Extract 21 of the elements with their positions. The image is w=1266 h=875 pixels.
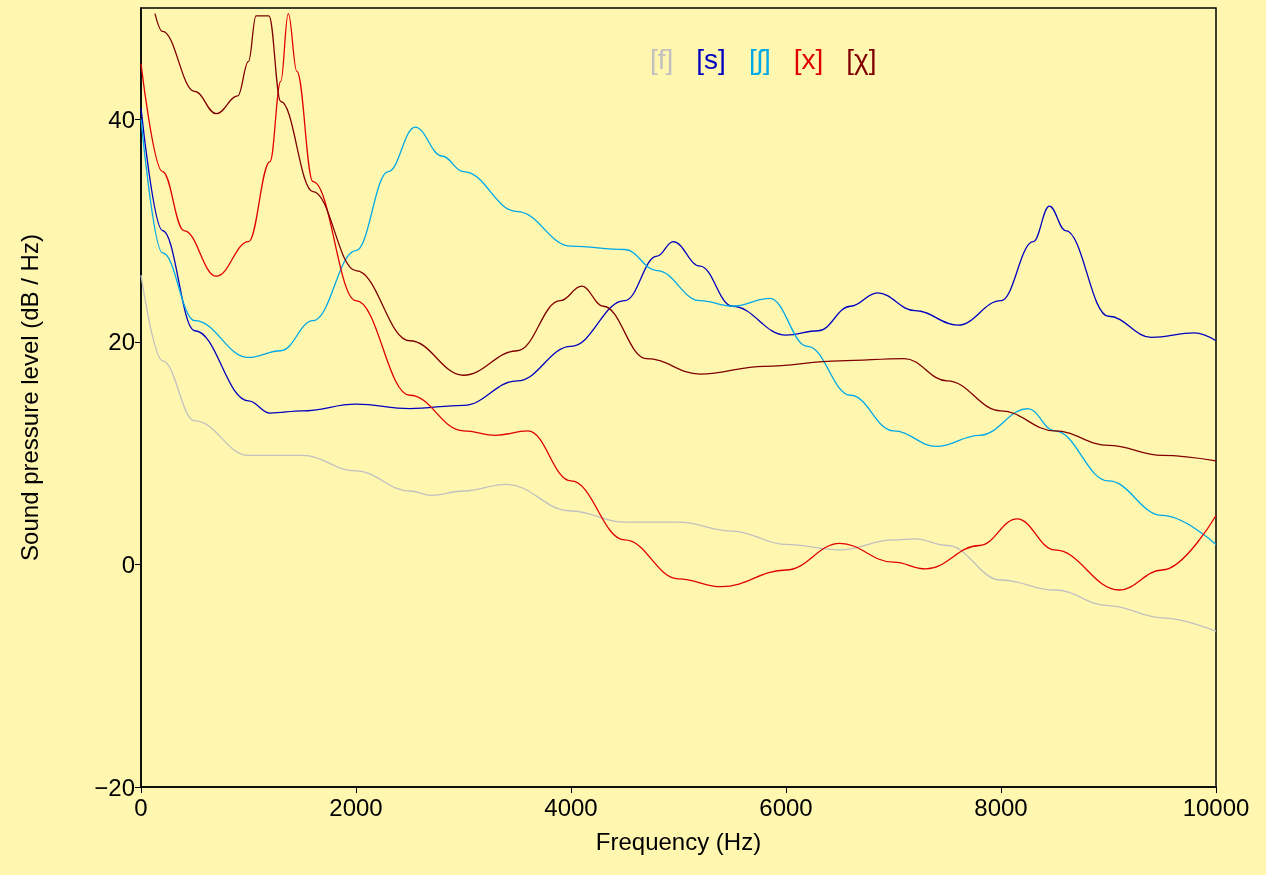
y-tick-label: 0 [121,550,135,578]
y-tick-label: 20 [108,328,135,356]
line-series [154,12,1217,462]
text: [s] [696,43,726,75]
line-series [140,12,1217,591]
text: [x] [793,43,824,75]
x-tick-label: 2000 [329,793,383,821]
x-axis-title: Frequency (Hz) [595,827,762,855]
y-axis-title: Sound pressure level (dB / Hz) [15,234,43,561]
text: [f] [650,43,674,75]
y-tick-label: −20 [94,773,135,801]
line-series [140,274,1217,632]
text: [χ] [846,43,877,75]
line-series [140,118,1217,546]
text: [ʃ] [748,43,771,75]
line-series [140,107,1217,414]
y-tick-label: 40 [108,105,135,133]
x-tick-label: 8000 [974,793,1028,821]
x-tick-label: 6000 [759,793,813,821]
x-tick-label: 10000 [1182,793,1250,821]
x-tick-label: 4000 [544,793,598,821]
